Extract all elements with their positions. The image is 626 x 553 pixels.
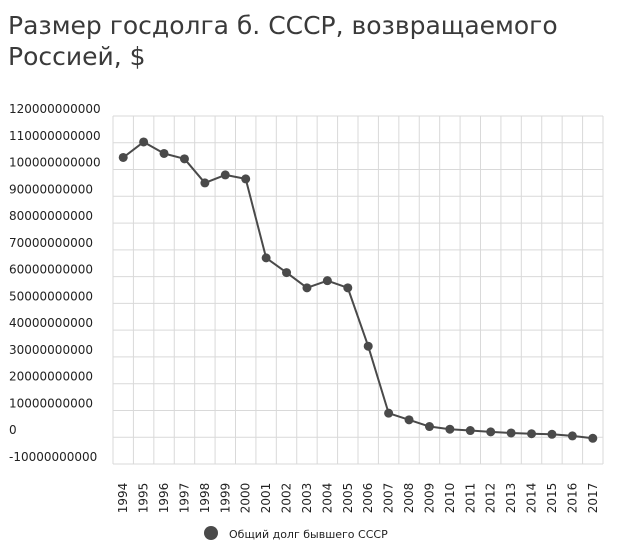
data-point xyxy=(506,428,516,438)
legend: Общий долг бывшего СССР xyxy=(204,526,388,541)
data-point xyxy=(241,174,251,184)
data-point xyxy=(261,253,271,263)
y-tick-label: 0 xyxy=(9,423,17,437)
series-layer xyxy=(118,137,598,443)
x-tick-label: 1997 xyxy=(177,483,191,514)
y-tick-label: 10000000000 xyxy=(9,396,93,410)
x-tick-label: 2012 xyxy=(484,483,498,514)
x-tick-label: 1996 xyxy=(157,483,171,514)
y-tick-label: 60000000000 xyxy=(9,263,93,277)
data-point xyxy=(424,422,434,432)
x-tick-label: 2007 xyxy=(382,483,396,514)
y-tick-label: 100000000000 xyxy=(9,156,101,170)
x-tick-label: 2013 xyxy=(504,483,518,514)
chart-title: Размер госдолга б. СССР, возвращаемого Р… xyxy=(8,11,558,71)
y-tick-label: 110000000000 xyxy=(9,129,101,143)
data-point xyxy=(343,283,353,293)
data-point xyxy=(322,276,332,286)
x-tick-label: 2010 xyxy=(443,483,457,514)
x-tick-label: 2003 xyxy=(300,483,314,514)
data-point xyxy=(384,408,394,418)
x-tick-label: 2001 xyxy=(259,483,273,514)
x-tick-label: 1999 xyxy=(218,483,232,514)
data-point xyxy=(220,170,230,180)
x-tick-label: 2000 xyxy=(239,483,253,514)
data-point xyxy=(159,148,169,158)
y-tick-label: 40000000000 xyxy=(9,316,93,330)
x-tick-label: 2009 xyxy=(422,483,436,514)
data-point xyxy=(282,268,292,278)
y-tick-label: 90000000000 xyxy=(9,182,93,196)
data-point xyxy=(302,283,312,293)
x-tick-label: 2014 xyxy=(525,483,539,514)
y-tick-label: 30000000000 xyxy=(9,343,93,357)
legend-label: Общий долг бывшего СССР xyxy=(229,528,388,541)
data-point xyxy=(200,178,210,188)
y-tick-label: 20000000000 xyxy=(9,370,93,384)
x-axis-ticks: 1994 1995 1996 1997 1998 1999 2000 2001 2002 2003… xyxy=(116,483,600,514)
x-tick-label: 2015 xyxy=(545,483,559,514)
x-tick-label: 2005 xyxy=(341,483,355,514)
x-tick-label: 2008 xyxy=(402,483,416,514)
x-tick-label: 2017 xyxy=(586,483,600,514)
x-tick-label: 2016 xyxy=(565,483,579,514)
data-point xyxy=(567,431,577,441)
x-tick-label: 2011 xyxy=(463,483,477,514)
y-tick-label: 50000000000 xyxy=(9,289,93,303)
data-point xyxy=(465,426,475,436)
y-tick-label: 120000000000 xyxy=(9,102,101,116)
data-point xyxy=(486,427,496,437)
y-tick-label: 70000000000 xyxy=(9,236,93,250)
x-tick-label: 1995 xyxy=(137,483,151,514)
y-axis-ticks: 1200000000001100000000001000000000009000… xyxy=(9,102,101,464)
data-point xyxy=(118,152,128,162)
data-point xyxy=(179,154,189,164)
data-point xyxy=(404,415,414,425)
x-tick-label: 2002 xyxy=(280,483,294,514)
x-tick-label: 2006 xyxy=(361,483,375,514)
data-point xyxy=(445,424,455,434)
data-point xyxy=(588,433,598,443)
grid xyxy=(112,115,604,465)
data-point xyxy=(139,137,149,147)
x-tick-label: 1994 xyxy=(116,483,130,514)
data-point xyxy=(363,341,373,351)
y-tick-label: 80000000000 xyxy=(9,209,93,223)
y-tick-label: -10000000000 xyxy=(9,450,97,464)
legend-marker xyxy=(204,526,218,540)
x-tick-label: 1998 xyxy=(198,483,212,514)
data-point xyxy=(547,429,557,439)
data-point xyxy=(527,429,537,439)
x-tick-label: 2004 xyxy=(320,483,334,514)
